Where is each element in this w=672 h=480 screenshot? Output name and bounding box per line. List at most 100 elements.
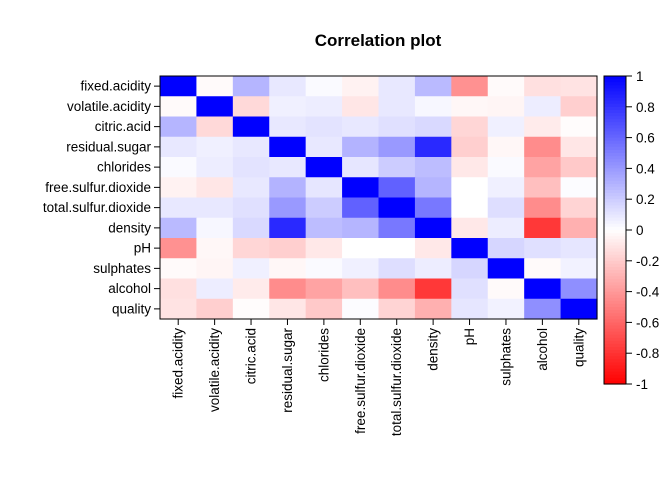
heatmap-cell bbox=[487, 197, 525, 219]
color-legend-step bbox=[604, 380, 626, 385]
heatmap-cell bbox=[487, 157, 525, 178]
color-legend-step bbox=[604, 353, 626, 357]
y-tick-labels: fixed.acidity volatile.acidity citric.acid… bbox=[43, 79, 160, 316]
color-legend-step bbox=[604, 350, 626, 354]
heatmap-cell bbox=[524, 258, 562, 280]
heatmap-cells bbox=[160, 76, 598, 320]
heatmap-cell bbox=[342, 217, 380, 239]
color-legend-tick-label: -0.2 bbox=[636, 254, 659, 269]
heatmap-cell bbox=[378, 177, 416, 199]
color-legend-step bbox=[604, 307, 626, 311]
heatmap-cell bbox=[451, 136, 489, 158]
heatmap-cell bbox=[305, 76, 343, 97]
color-legend-step bbox=[604, 205, 626, 210]
heatmap-cell bbox=[305, 136, 343, 158]
heatmap-cell bbox=[524, 298, 562, 320]
color-legend-step bbox=[604, 276, 626, 280]
heatmap-cell bbox=[342, 258, 380, 280]
x-tick-label: fixed.acidity bbox=[171, 328, 186, 399]
color-legend-step bbox=[604, 165, 626, 169]
color-legend-tick-label: -0.6 bbox=[636, 315, 659, 330]
color-legend-step bbox=[604, 266, 626, 271]
color-legend-step bbox=[604, 183, 626, 188]
heatmap-cell bbox=[196, 298, 234, 320]
color-legend-step bbox=[604, 100, 626, 105]
x-tick-label: sulphates bbox=[498, 328, 513, 386]
color-legend-step bbox=[604, 245, 626, 250]
y-tick-label: fixed.acidity bbox=[80, 79, 151, 94]
y-tick-label: quality bbox=[112, 301, 151, 316]
x-tick-label: chlorides bbox=[316, 328, 331, 382]
y-tick-label: chlorides bbox=[97, 160, 151, 175]
color-legend-step bbox=[604, 193, 626, 197]
heatmap-cell bbox=[524, 96, 562, 118]
heatmap-cell bbox=[560, 177, 598, 199]
heatmap-cell bbox=[378, 76, 416, 97]
heatmap-cell bbox=[560, 258, 598, 280]
color-legend-step bbox=[604, 146, 626, 151]
color-legend-step bbox=[604, 125, 626, 129]
heatmap-cell bbox=[269, 278, 307, 300]
color-legend-step bbox=[604, 128, 626, 133]
heatmap-cell bbox=[269, 76, 307, 97]
color-legend-step bbox=[604, 270, 626, 274]
color-legend-step bbox=[604, 162, 626, 166]
color-legend-step bbox=[604, 230, 626, 234]
heatmap-cell bbox=[414, 116, 452, 138]
heatmap-cell bbox=[269, 177, 307, 199]
heatmap-cell bbox=[342, 177, 380, 199]
heatmap-cell bbox=[232, 217, 270, 239]
heatmap-cell bbox=[160, 217, 198, 239]
color-legend-step bbox=[604, 171, 626, 176]
heatmap-cell bbox=[451, 298, 489, 320]
color-legend-tick-label: 0.4 bbox=[636, 161, 655, 176]
heatmap-cell bbox=[378, 298, 416, 320]
heatmap-cell bbox=[414, 238, 452, 259]
heatmap-cell bbox=[524, 116, 562, 138]
color-legend-step bbox=[604, 131, 626, 136]
color-legend-step bbox=[604, 76, 626, 80]
color-legend-step bbox=[604, 365, 626, 370]
x-tick-label: residual.sugar bbox=[280, 327, 295, 412]
heatmap-cell bbox=[414, 298, 452, 320]
color-legend-tick-label: -1 bbox=[636, 377, 648, 392]
heatmap-cell bbox=[305, 278, 343, 300]
color-legend-step bbox=[604, 263, 626, 268]
color-legend-step bbox=[604, 177, 626, 182]
color-legend-step bbox=[604, 347, 626, 351]
color-legend-step bbox=[604, 310, 626, 314]
color-legend-step bbox=[604, 236, 626, 240]
color-legend-step bbox=[604, 288, 626, 293]
x-tick-label: pH bbox=[462, 328, 477, 345]
color-legend-step bbox=[604, 109, 626, 114]
heatmap-cell bbox=[342, 96, 380, 118]
heatmap-cell bbox=[196, 238, 234, 259]
color-legend-step bbox=[604, 143, 626, 148]
color-legend-step bbox=[604, 371, 626, 376]
y-tick-label: pH bbox=[134, 241, 151, 256]
y-tick-label: free.sulfur.dioxide bbox=[45, 180, 151, 195]
color-legend-step bbox=[604, 106, 626, 111]
color-legend-step bbox=[604, 226, 626, 231]
heatmap-cell bbox=[196, 278, 234, 300]
heatmap-cell bbox=[232, 177, 270, 199]
heatmap-cell bbox=[560, 136, 598, 158]
heatmap-cell bbox=[414, 76, 452, 97]
color-legend-step bbox=[604, 168, 626, 173]
heatmap-cell bbox=[269, 157, 307, 178]
color-legend-step bbox=[604, 202, 626, 206]
heatmap-cell bbox=[196, 136, 234, 158]
heatmap-cell bbox=[560, 238, 598, 259]
color-legend-step bbox=[604, 159, 626, 163]
heatmap-cell bbox=[342, 157, 380, 178]
color-legend-step bbox=[604, 122, 626, 126]
color-legend-step bbox=[604, 149, 626, 154]
y-tick-label: total.sulfur.dioxide bbox=[43, 200, 151, 215]
heatmap-cell bbox=[305, 96, 343, 118]
color-legend-step bbox=[604, 180, 626, 185]
color-legend-step bbox=[604, 377, 626, 382]
color-legend-step bbox=[604, 217, 626, 222]
color-legend-step bbox=[604, 257, 626, 262]
heatmap-cell bbox=[378, 157, 416, 178]
heatmap-cell bbox=[269, 96, 307, 118]
